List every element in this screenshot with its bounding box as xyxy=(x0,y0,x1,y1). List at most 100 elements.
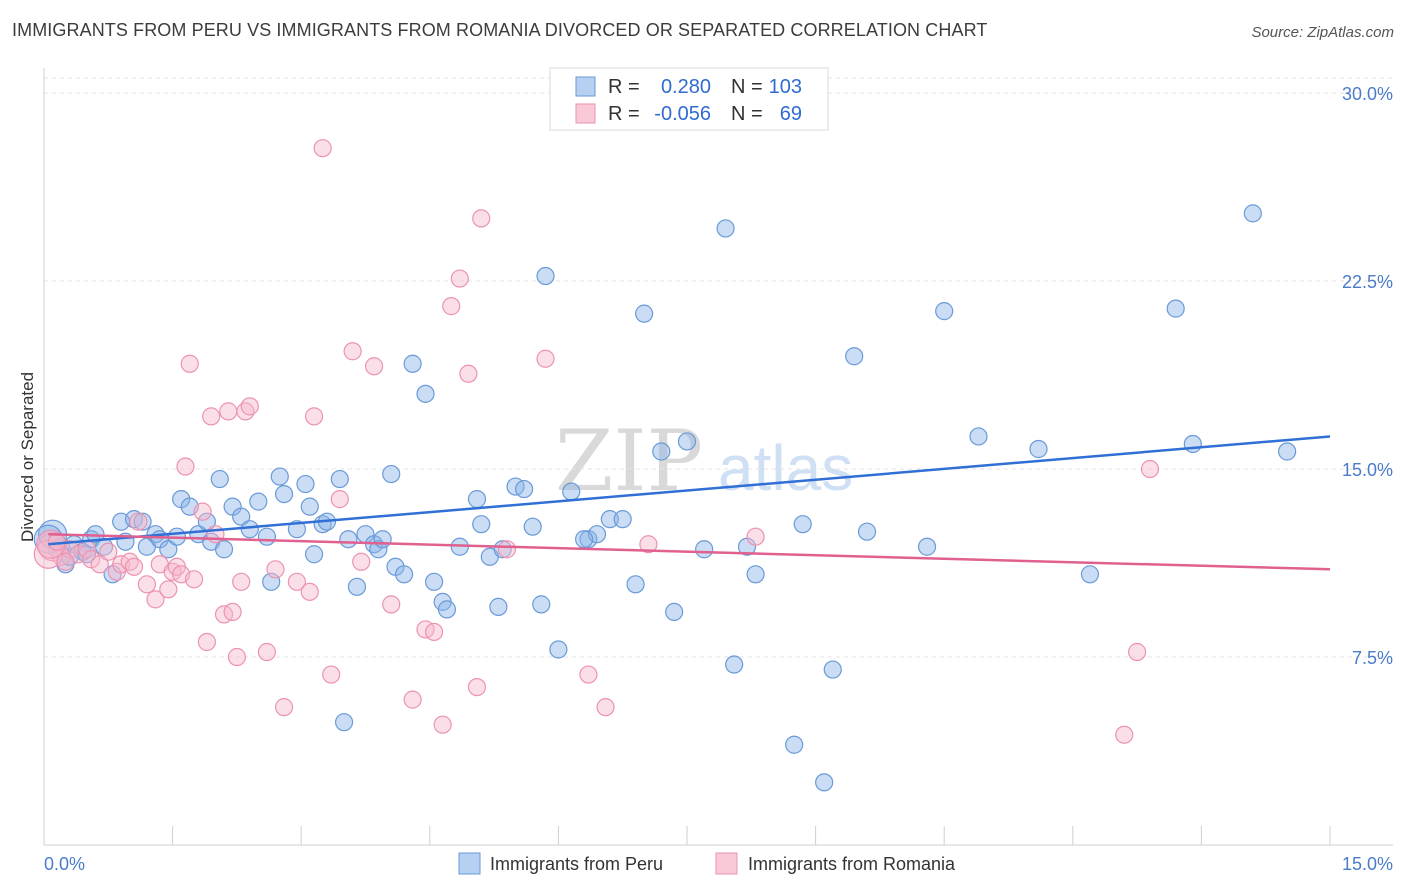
bottom-legend-swatch-romania xyxy=(715,852,738,875)
point-romania-43 xyxy=(343,342,362,361)
point-romania-54 xyxy=(467,677,487,697)
point-peru-79 xyxy=(695,540,714,559)
chart-source: Source: ZipAtlas.com xyxy=(1251,24,1394,41)
point-romania-36 xyxy=(274,698,294,717)
point-romania-35 xyxy=(266,560,285,579)
point-romania-33 xyxy=(240,397,259,416)
point-romania-14 xyxy=(146,590,165,609)
point-peru-69 xyxy=(562,482,581,501)
point-peru-80 xyxy=(716,219,735,238)
point-romania-57 xyxy=(536,349,555,368)
point-peru-90 xyxy=(917,537,937,556)
point-romania-13 xyxy=(137,575,156,594)
point-romania-61 xyxy=(746,527,765,546)
point-romania-68 xyxy=(56,552,75,571)
point-romania-44 xyxy=(352,552,371,571)
legend-peru-r-label: R = xyxy=(608,76,640,98)
point-peru-99 xyxy=(334,713,354,732)
bottom-legend-swatch-peru xyxy=(458,852,481,875)
point-romania-7 xyxy=(99,542,118,561)
x-tick-label-0: 0.0% xyxy=(44,854,85,874)
legend-romania-n-label: N = xyxy=(731,103,763,125)
point-peru-27 xyxy=(214,540,234,559)
point-peru-30 xyxy=(240,520,259,539)
point-romania-23 xyxy=(193,502,212,521)
point-romania-25 xyxy=(202,407,221,426)
point-peru-52 xyxy=(403,354,422,373)
x-tick-labels: 0.0% 15.0% xyxy=(44,854,1393,874)
legend-swatch-romania xyxy=(575,103,596,124)
point-peru-49 xyxy=(382,464,401,484)
point-peru-68 xyxy=(549,640,568,659)
point-peru-19 xyxy=(159,540,178,559)
legend-swatch-peru xyxy=(575,76,596,97)
point-romania-37 xyxy=(287,572,307,591)
point-peru-75 xyxy=(635,304,654,323)
point-peru-98 xyxy=(1278,442,1297,461)
point-peru-74 xyxy=(626,575,645,594)
point-romania-34 xyxy=(257,642,277,662)
point-peru-93 xyxy=(1029,439,1048,459)
point-peru-38 xyxy=(300,497,319,516)
point-romania-53 xyxy=(459,364,478,383)
legend-romania-n-value: 69 xyxy=(780,103,802,125)
x-axis-minor-ticks xyxy=(43,826,1331,845)
point-romania-49 xyxy=(424,622,444,642)
watermark: ZIP atlas xyxy=(555,412,853,510)
bottom-legend-label-peru: Immigrants from Peru xyxy=(490,854,663,874)
gridlines xyxy=(44,77,1393,658)
point-peru-67 xyxy=(536,266,555,286)
trend-line-romania xyxy=(48,532,1331,571)
legend-peru-n-label: N = xyxy=(731,76,763,98)
point-romania-24 xyxy=(197,632,216,652)
point-peru-88 xyxy=(845,347,864,366)
point-peru-47 xyxy=(369,540,388,559)
point-peru-39 xyxy=(304,545,324,564)
point-peru-96 xyxy=(1183,434,1202,454)
point-peru-73 xyxy=(613,510,632,529)
series-legend: Immigrants from Peru Immigrants from Rom… xyxy=(458,852,956,875)
point-romania-45 xyxy=(364,357,384,376)
point-peru-92 xyxy=(969,427,988,446)
point-peru-61 xyxy=(489,597,508,616)
point-peru-54 xyxy=(424,572,444,591)
y-tick-label-3: 30.0% xyxy=(1342,84,1393,104)
chart-title: IMMIGRANTS FROM PERU VS IMMIGRANTS FROM … xyxy=(12,20,988,40)
y-tick-label-2: 22.5% xyxy=(1342,272,1393,292)
point-peru-77 xyxy=(665,602,684,622)
series-romania-points xyxy=(33,139,1160,744)
point-peru-43 xyxy=(339,530,358,549)
point-romania-42 xyxy=(330,490,349,509)
point-peru-94 xyxy=(1080,565,1100,584)
point-romania-46 xyxy=(382,595,401,614)
point-peru-58 xyxy=(467,490,487,509)
point-romania-51 xyxy=(442,297,461,316)
point-romania-29 xyxy=(223,602,242,622)
point-peru-95 xyxy=(1166,299,1185,318)
point-romania-50 xyxy=(433,715,452,734)
point-romania-11 xyxy=(124,557,144,576)
point-romania-28 xyxy=(219,402,238,421)
point-romania-62 xyxy=(1115,725,1134,744)
point-peru-84 xyxy=(785,735,804,754)
point-peru-100 xyxy=(575,530,594,549)
point-peru-65 xyxy=(523,517,542,536)
point-peru-56 xyxy=(437,600,457,619)
point-peru-34 xyxy=(270,467,289,486)
point-peru-86 xyxy=(815,773,834,792)
legend-peru-n-value: 103 xyxy=(769,76,802,98)
point-peru-72 xyxy=(600,510,619,529)
point-peru-26 xyxy=(210,469,229,489)
point-peru-62 xyxy=(493,540,512,559)
y-tick-label-1: 15.0% xyxy=(1342,460,1393,480)
point-romania-55 xyxy=(472,209,491,228)
watermark-atlas: atlas xyxy=(718,432,853,504)
point-peru-36 xyxy=(287,520,307,539)
point-peru-66 xyxy=(532,595,551,614)
point-romania-16 xyxy=(159,580,178,599)
point-romania-56 xyxy=(497,540,517,559)
point-peru-37 xyxy=(296,474,315,494)
point-peru-83 xyxy=(746,565,765,584)
point-peru-32 xyxy=(257,527,277,546)
